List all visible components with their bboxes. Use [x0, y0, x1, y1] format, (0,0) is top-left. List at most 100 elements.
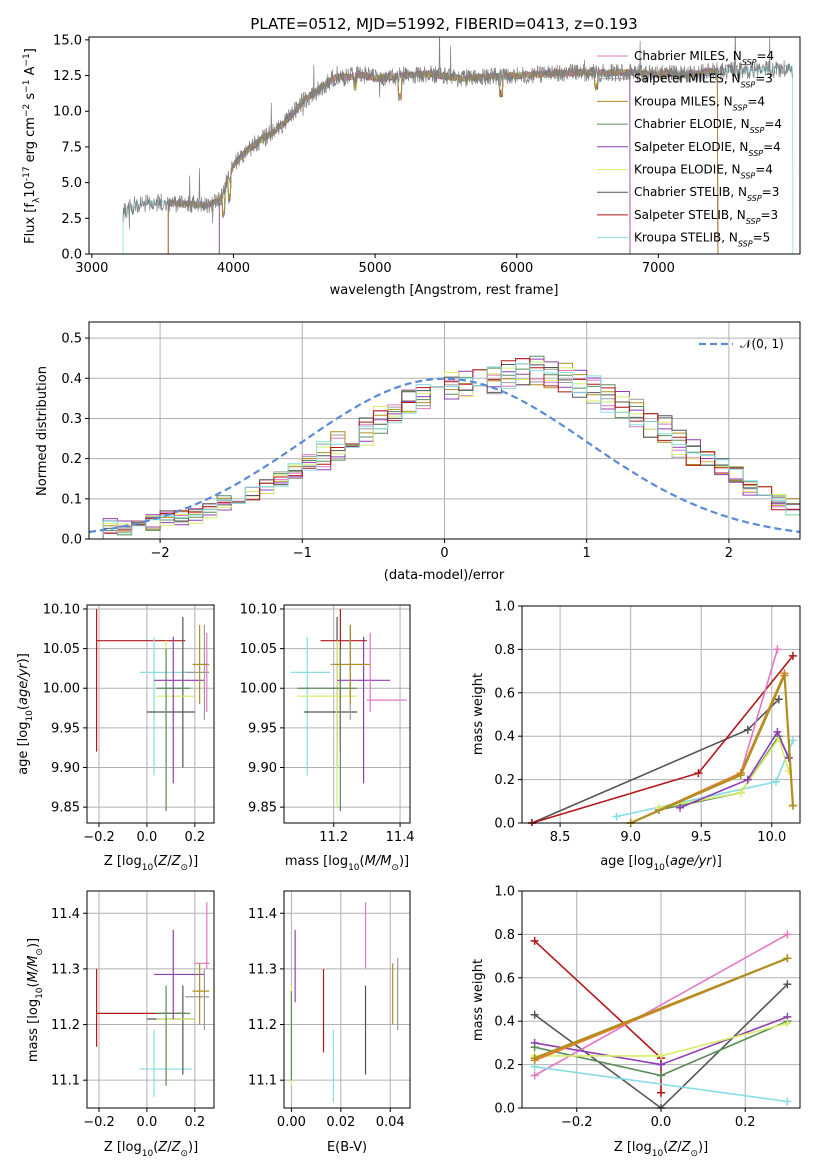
- legend-entry: Salpeter ELODIE, NSSP=4: [634, 140, 781, 158]
- weight-marker: [783, 980, 792, 989]
- label-part: −1: [22, 80, 32, 93]
- label-part: (: [26, 982, 41, 987]
- y-tick-label: 9.85: [248, 801, 277, 816]
- weight-marker: [780, 671, 789, 680]
- y-tick-label: 0.6: [494, 686, 515, 701]
- y-axis-label: mass weight: [471, 673, 486, 755]
- weight-series-line: [534, 1066, 788, 1103]
- y-tick-label: 11.4: [51, 907, 80, 922]
- weight-marker: [788, 736, 797, 745]
- y-tick-label: 0.0: [61, 248, 82, 263]
- label-part: age [log: [16, 722, 31, 775]
- legend-sub: SSP: [746, 216, 761, 225]
- x-tick-label: 9.5: [691, 830, 712, 845]
- y-tick-label: 0.4: [494, 730, 515, 745]
- label-part: (: [16, 705, 31, 710]
- label-part: M/M: [365, 854, 392, 869]
- x-tick-label: 3000: [75, 261, 108, 276]
- x-tick-label: 8.5: [550, 830, 571, 845]
- y-tick-label: 7.5: [61, 140, 82, 155]
- legend-sub: SSP: [748, 148, 763, 157]
- legend-text: Chabrier ELODIE, N: [634, 117, 750, 131]
- label-part: )]: [16, 653, 31, 663]
- label-part: 10: [25, 710, 35, 722]
- axes-frame: [283, 604, 411, 824]
- y-tick-label: 11.1: [51, 1074, 80, 1089]
- weight-series-line: [531, 698, 780, 824]
- label-part: )]: [26, 938, 41, 948]
- weight-series-line: [630, 672, 794, 824]
- x-tick-label: 0.0: [651, 1115, 672, 1130]
- label-part: 10: [23, 181, 38, 198]
- legend-sub: SSP: [741, 171, 756, 180]
- legend-sub: SSP: [741, 80, 756, 89]
- y-tick-label: 10.05: [240, 642, 277, 657]
- label-part: 10: [652, 1149, 664, 1159]
- label-part: /: [167, 1140, 172, 1155]
- x-tick-label: −1: [293, 546, 312, 561]
- x-tick-label: 0.2: [184, 1115, 205, 1130]
- y-tick-label: 0.4: [61, 372, 82, 387]
- legend-text: Salpeter ELODIE, N: [634, 140, 748, 154]
- data-spectrum-line: [122, 37, 793, 230]
- weight-marker: [773, 727, 782, 736]
- axes-frame: [88, 321, 801, 540]
- label-part: M/M: [26, 956, 41, 983]
- weight-marker: [736, 788, 745, 797]
- y-tick-label: 9.90: [51, 761, 80, 776]
- label-part: Z [log: [614, 1140, 652, 1155]
- histogram-line: [89, 358, 800, 539]
- label-part: Z: [171, 1140, 182, 1155]
- y-tick-label: 11.3: [51, 962, 80, 977]
- legend-entry: Salpeter MILES, NSSP=3: [634, 72, 773, 90]
- mass-vs-ebv-axes: 0.00 0.02 0.04 11.1 11.2 11.3 11.4 E(B-V): [248, 890, 411, 1155]
- weight-series-line: [531, 655, 794, 824]
- y-tick-label: 2.5: [61, 212, 82, 227]
- y-tick-label: 11.2: [248, 1018, 277, 1033]
- x-tick-label: 7000: [642, 261, 675, 276]
- figure-title: PLATE=0512, MJD=51992, FIBERID=0413, z=0…: [250, 15, 637, 33]
- x-tick-label: 4000: [217, 261, 250, 276]
- weight-marker: [743, 775, 752, 784]
- legend-value: =3: [755, 72, 773, 86]
- histogram-line: [89, 363, 800, 539]
- y-tick-label: 0.0: [494, 1102, 515, 1117]
- y-tick-label: 10.00: [240, 682, 277, 697]
- legend-entry: 𝒩(0, 1): [740, 337, 784, 351]
- weight-series-line: [739, 649, 779, 774]
- x-tick-label: −0.2: [83, 830, 115, 845]
- label-part: 10: [348, 863, 360, 873]
- y-tick-label: 0.0: [494, 817, 515, 832]
- y-tick-label: 10.10: [43, 602, 80, 617]
- label-part: Flux [f: [23, 203, 38, 244]
- legend-value: =4: [764, 117, 782, 131]
- y-axis-label: age [log10(age/yr)]: [16, 653, 35, 775]
- label-part: ⊙: [391, 863, 399, 873]
- y-tick-label: 9.90: [248, 761, 277, 776]
- weight-series-line: [616, 740, 794, 818]
- model-spectrum-line: [218, 68, 631, 254]
- axes-frame: [86, 604, 215, 824]
- legend-entry: Chabrier STELIB, NSSP=3: [634, 185, 779, 203]
- y-axis-label: Flux [fλ10-17 erg cm−2 s−1 A−1]: [22, 48, 42, 244]
- x-axis-label: Z [log10(Z/Z⊙)]: [614, 1140, 708, 1159]
- label-part: Z: [667, 1140, 678, 1155]
- weight-series-line: [679, 730, 790, 809]
- y-tick-label: 5.0: [61, 176, 82, 191]
- label-part: Z: [157, 1140, 168, 1155]
- label-part: A: [23, 66, 38, 79]
- spectrum-axes: 3000 4000 5000 6000 7000 0.0 2.5 5.0 7.5 10.0 12.5…: [22, 33, 801, 298]
- x-tick-label: 11.2: [319, 830, 348, 845]
- label-part: 10: [142, 1149, 154, 1159]
- axes-frame: [521, 890, 801, 1109]
- weight-series-line: [658, 736, 790, 809]
- y-tick-label: 0.8: [494, 643, 515, 658]
- weight-marker: [530, 1071, 539, 1080]
- y-axis-label: mass weight: [471, 959, 486, 1041]
- legend-value: =4: [755, 163, 773, 177]
- x-tick-label: 0.0: [137, 1115, 158, 1130]
- y-tick-label: 12.5: [53, 69, 82, 84]
- model-spectrum-line: [218, 67, 631, 254]
- label-part: age [log: [600, 854, 653, 869]
- y-tick-label: 9.95: [51, 721, 80, 736]
